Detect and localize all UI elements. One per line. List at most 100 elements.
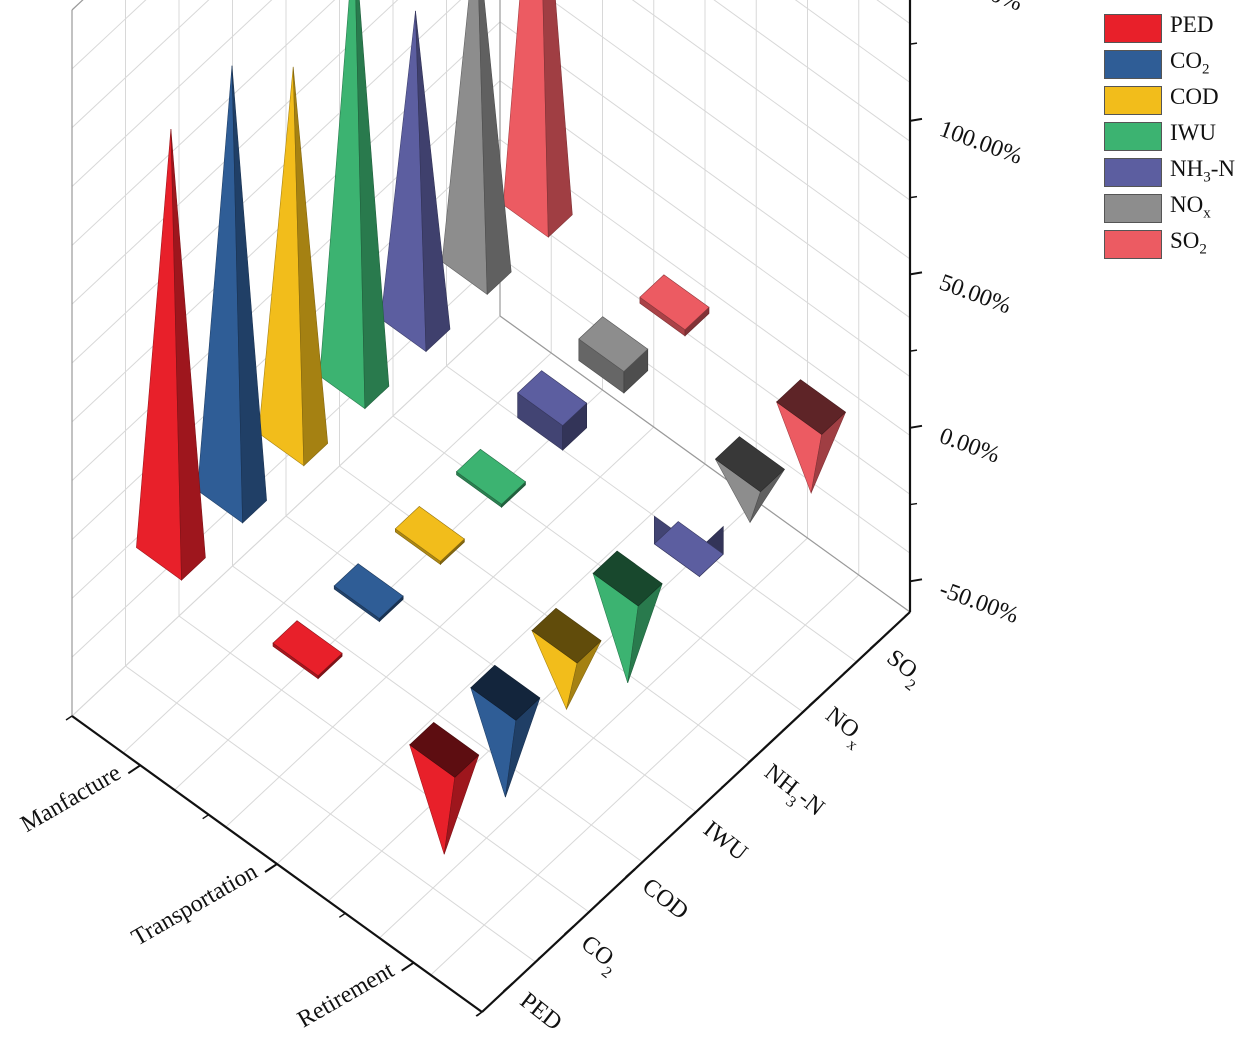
gridline	[232, 565, 643, 863]
pyramid-face	[292, 66, 329, 467]
y-tick	[127, 764, 141, 775]
pyramid-face	[415, 10, 451, 353]
pyramid-mark	[441, 0, 512, 296]
x-minor-tick	[537, 954, 544, 960]
x-tick-label: PED	[515, 988, 567, 1036]
gridline	[446, 365, 857, 663]
pyramid-mark	[502, 0, 573, 238]
pyramid-mark	[409, 722, 480, 855]
mark-layer	[136, 0, 847, 855]
value-minor-tick	[909, 195, 918, 199]
x-tick-label: SO2	[878, 645, 928, 694]
gridline	[178, 615, 590, 913]
value-minor-tick	[909, 502, 918, 506]
slab-top	[639, 274, 710, 331]
value-tick-label: 150.00%	[936, 0, 1026, 16]
value-tick	[909, 117, 923, 122]
pyramid-base	[531, 607, 602, 664]
legend-label: COD	[1170, 84, 1219, 109]
y-tick-label: Transportation	[127, 859, 262, 952]
legend-swatch	[1104, 194, 1162, 223]
pyramid-face	[231, 65, 267, 524]
legend-swatch	[1104, 86, 1162, 115]
slab-top	[517, 370, 588, 426]
value-tick-label: 100.00%	[936, 116, 1026, 170]
gridline	[339, 465, 750, 763]
x-tick	[747, 754, 758, 764]
y-minor-tick	[65, 715, 73, 721]
pyramid-base	[409, 722, 480, 778]
y-tick	[401, 961, 415, 972]
pyramid-face	[502, 0, 549, 238]
x-tick-label: COD	[637, 873, 693, 925]
gridline	[71, 0, 210, 129]
y-minor-tick	[338, 912, 346, 918]
slab-top	[456, 448, 526, 505]
x-tick-label: NOx	[817, 702, 871, 754]
pyramid-mark	[333, 563, 404, 623]
legend-label: NOx	[1170, 192, 1211, 222]
pyramid-mark	[531, 607, 602, 711]
legend-swatch	[1104, 158, 1162, 187]
gridline	[71, 0, 273, 187]
gridline	[125, 665, 536, 963]
pyramid-mark	[319, 0, 390, 410]
legend-item: CO2	[1104, 46, 1250, 82]
y-tick-label: Retirement	[293, 957, 399, 1033]
legend-swatch	[1104, 230, 1162, 259]
legend-label: PED	[1170, 12, 1214, 37]
pyramid-base	[714, 436, 785, 493]
x-tick-label: CO2	[572, 931, 625, 982]
slab-top	[272, 620, 343, 677]
gridline	[71, 0, 147, 70]
value-tick-label: -50.00%	[936, 577, 1022, 629]
slab-top	[333, 563, 404, 619]
x-tick-label: IWU	[698, 816, 752, 866]
y-tick	[264, 863, 278, 873]
x-minor-tick	[904, 611, 911, 617]
pyramid-mark	[380, 10, 451, 353]
y-minor-tick	[202, 814, 210, 820]
pyramid-base	[470, 664, 541, 721]
gridline	[713, 0, 911, 142]
pyramid-mark	[517, 370, 588, 451]
value-minor-tick	[909, 349, 918, 352]
pyramid-mark	[775, 379, 847, 495]
value-tick	[909, 424, 923, 429]
x-tick	[869, 639, 881, 650]
x-minor-tick	[721, 782, 728, 788]
pyramid-mark	[197, 65, 267, 524]
slab-top	[394, 506, 465, 562]
pyramid-base	[776, 379, 847, 435]
value-minor-tick	[909, 42, 918, 45]
gridline	[794, 0, 911, 83]
legend-label: SO2	[1170, 228, 1207, 258]
x-tick	[686, 811, 697, 821]
pyramid-mark	[258, 66, 329, 467]
legend-item: COD	[1104, 82, 1250, 118]
legend-label: NH3-N	[1170, 156, 1236, 186]
slab-top	[578, 316, 649, 372]
x-tick	[625, 868, 636, 878]
legend-label: CO2	[1170, 48, 1210, 78]
legend-swatch	[1104, 122, 1162, 151]
pyramid-mark	[470, 664, 541, 798]
x-minor-tick	[843, 668, 850, 674]
value-tick	[909, 271, 923, 276]
pyramid-mark	[272, 620, 343, 680]
y-tick-label: Manfacture	[17, 760, 126, 838]
legend-item: NOx	[1104, 190, 1250, 226]
legend: PED CO2 COD IWU NH3-N NOx SO2	[1104, 10, 1250, 262]
pyramid-mark	[578, 316, 649, 394]
legend-item: SO2	[1104, 226, 1250, 262]
value-tick	[909, 578, 923, 583]
gridline	[285, 515, 697, 813]
legend-item: IWU	[1104, 118, 1250, 154]
x-tick	[502, 982, 514, 993]
x-minor-tick	[659, 840, 666, 846]
x-tick	[564, 925, 575, 936]
wall-edge	[499, 315, 911, 613]
pyramid-mark	[394, 506, 465, 566]
